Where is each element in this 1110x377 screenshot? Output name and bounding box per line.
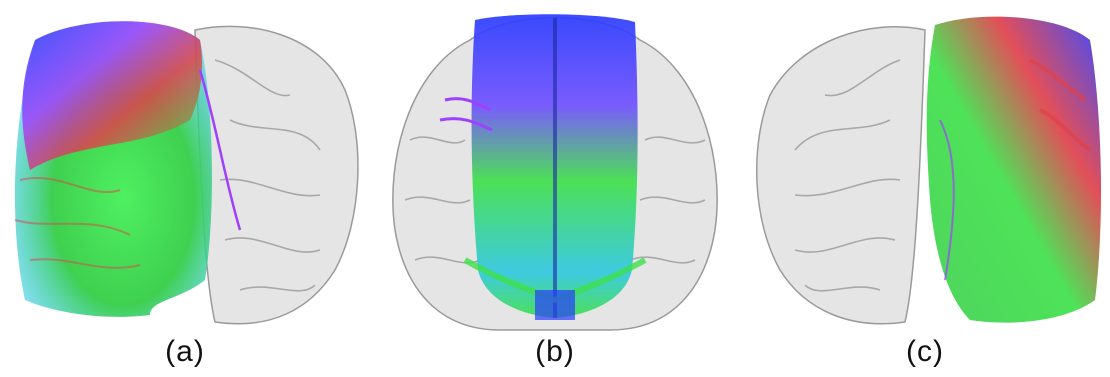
brain-render-a <box>14 21 359 325</box>
panel-label-b: (b) <box>535 335 575 368</box>
panel-a: (a) <box>0 0 370 377</box>
brain-render-b <box>392 14 718 331</box>
panel-b: (b) <box>370 0 740 377</box>
panel-c: (c) <box>740 0 1110 377</box>
panel-label-a: (a) <box>165 335 205 368</box>
panel-label-c: (c) <box>906 335 944 368</box>
brain-render-c <box>755 16 1102 325</box>
